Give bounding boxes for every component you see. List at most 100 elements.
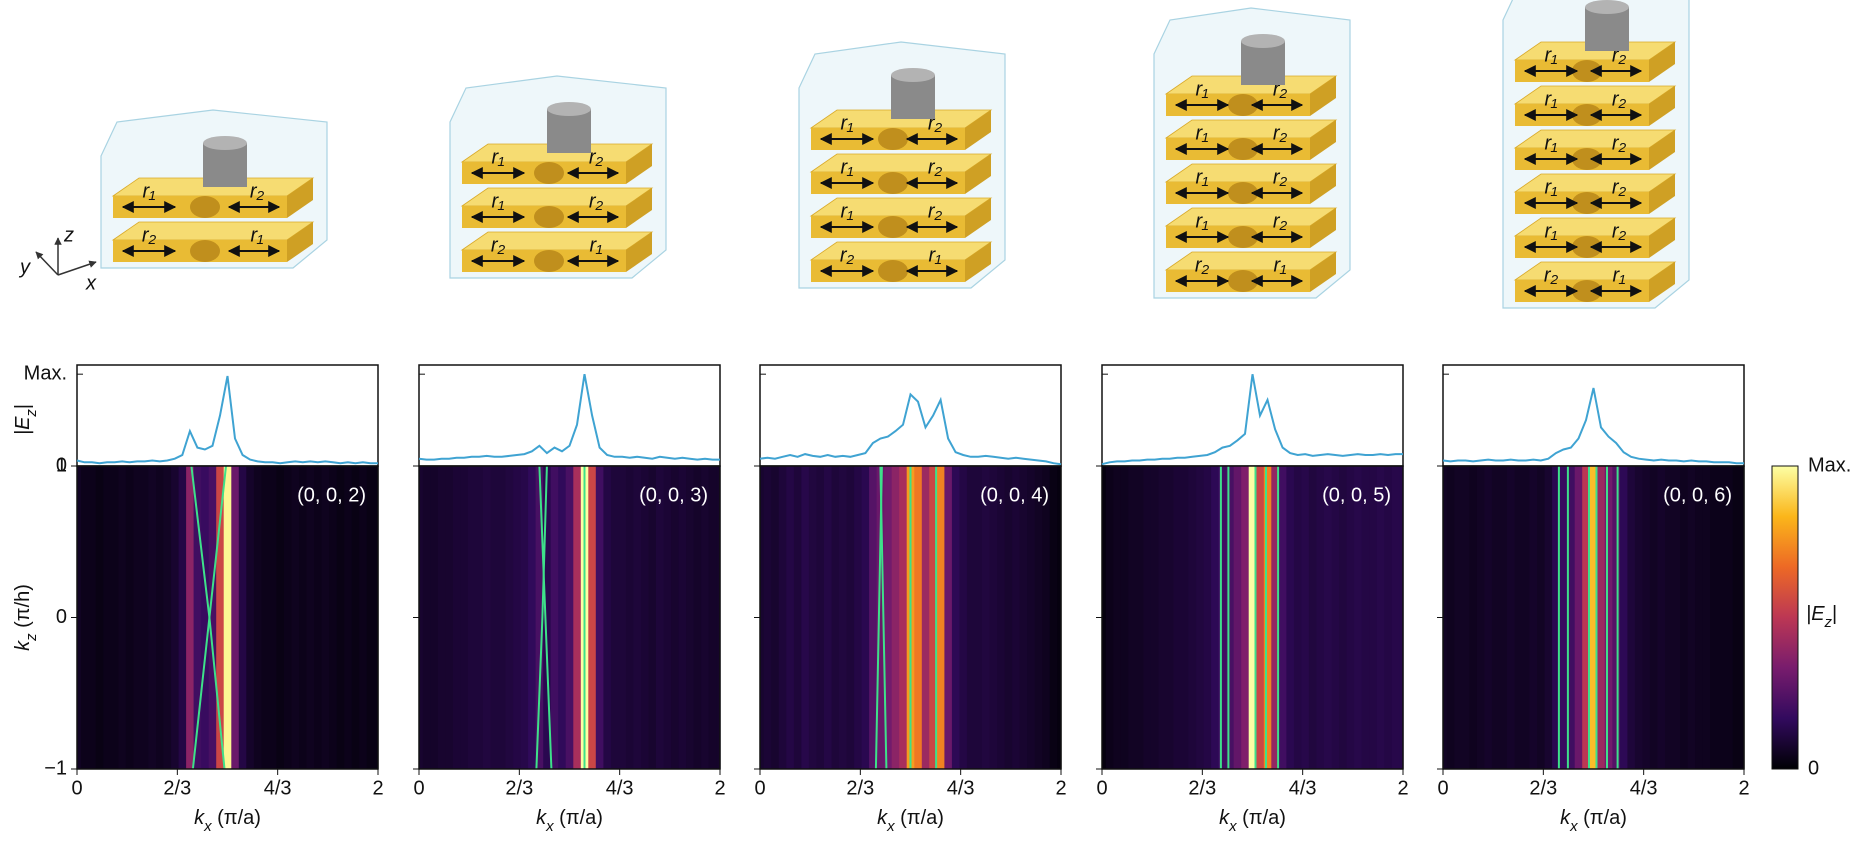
- heatmap-cell: [633, 466, 642, 769]
- heatmap-cell: [1589, 466, 1598, 769]
- radius-label: r₁: [1196, 166, 1209, 188]
- heatmap-cell: [520, 466, 529, 769]
- radius-label: r₂: [1612, 132, 1627, 154]
- heatmap-cell: [1567, 466, 1576, 769]
- heatmap-cell: [1301, 466, 1310, 769]
- heatmap-cell: [1278, 466, 1287, 769]
- heatmap-cell: [238, 466, 247, 769]
- heatmap-cell: [528, 466, 537, 769]
- heatmap-cell: [824, 466, 833, 769]
- x-axis-label-rest: (π/a): [212, 807, 261, 829]
- radius-label: r₂: [1612, 220, 1627, 242]
- heatmap-cell: [374, 466, 379, 769]
- heatmap-cell: [1256, 466, 1265, 769]
- slab-notch: [1228, 270, 1258, 292]
- slab-top: [1164, 119, 1338, 139]
- slab-top: [1513, 261, 1677, 281]
- slab-top: [809, 197, 993, 217]
- heatmap-cell: [419, 466, 424, 769]
- heatmap-cell: [1634, 466, 1643, 769]
- heatmap-cell: [831, 466, 840, 769]
- radius-label: r₂: [250, 180, 265, 202]
- slab-top: [1164, 207, 1338, 227]
- radius-label: r₂: [1544, 264, 1559, 286]
- heatmap-cell: [716, 466, 721, 769]
- heatmap-cell: [839, 466, 848, 769]
- heatmap-cell: [329, 466, 338, 769]
- heatmap-cell: [1582, 466, 1591, 769]
- slab-side: [1310, 252, 1336, 292]
- heatmap-cell: [648, 466, 657, 769]
- slab-notch: [534, 162, 564, 184]
- heatmap-cell: [1559, 466, 1568, 769]
- radius-label: r₁: [251, 224, 264, 246]
- radius-label: r₁: [1196, 210, 1209, 232]
- heatmap-cell: [816, 466, 825, 769]
- radius-label: r₂: [1612, 176, 1627, 198]
- heatmap-cell: [618, 466, 627, 769]
- heatmap-cell: [118, 466, 127, 769]
- x-tick-label: 0: [413, 777, 424, 799]
- heatmap-cell: [1331, 466, 1340, 769]
- heatmap-cell: [1211, 466, 1220, 769]
- x-axis-label-main: k: [877, 807, 888, 829]
- heatmap-cell: [701, 466, 710, 769]
- heatmap-cell: [475, 466, 484, 769]
- slab-side: [287, 222, 313, 262]
- slab-top: [1513, 173, 1677, 193]
- cylinder-top: [1585, 0, 1629, 14]
- slab-notch: [1228, 138, 1258, 160]
- radius-label: r₂: [589, 146, 604, 168]
- heatmap-cell: [216, 466, 225, 769]
- profile-line: [1101, 374, 1403, 466]
- triad-axis: [57, 260, 97, 276]
- heatmap-cell: [366, 466, 375, 769]
- heatmap-cell: [1158, 466, 1167, 769]
- heatmap-cell: [1012, 466, 1021, 769]
- radius-label: r₁: [143, 180, 156, 202]
- slab-notch: [190, 196, 220, 218]
- x-tick-label: 2/3: [1188, 777, 1216, 799]
- heatmap-cell: [1454, 466, 1463, 769]
- heatmap-cell: [778, 466, 787, 769]
- heatmap-cell: [321, 466, 330, 769]
- heatmap-cell: [178, 466, 187, 769]
- profile-line: [759, 392, 1062, 466]
- y-tick-label: 1: [56, 454, 67, 476]
- cylinder-body: [1585, 7, 1629, 51]
- panel-label: (0, 0, 3): [639, 484, 708, 506]
- slab-top: [1164, 163, 1338, 183]
- radius-label: r₁: [1196, 122, 1209, 144]
- radius-label: r₂: [1273, 166, 1288, 188]
- colorbar-label-main: |E: [1806, 603, 1825, 625]
- profile-line: [1442, 387, 1744, 465]
- heatmap-cell: [1102, 466, 1107, 769]
- radius-label: r₂: [840, 244, 855, 266]
- radius-label: r₁: [841, 112, 854, 134]
- heatmap-cell: [1376, 466, 1385, 769]
- heatmap-cell: [921, 466, 930, 769]
- heatmap-cell: [445, 466, 454, 769]
- heatmap-cell: [261, 466, 270, 769]
- radius-label: r₂: [491, 234, 506, 256]
- colorbar-label: |Ez|: [1806, 603, 1837, 631]
- slab-top: [1513, 217, 1677, 237]
- heatmap-cell: [1263, 466, 1272, 769]
- slab-side: [1649, 218, 1675, 258]
- heatmap-cell: [1725, 466, 1734, 769]
- x-tick-label: 2/3: [846, 777, 874, 799]
- heatmap-cell: [490, 466, 499, 769]
- x-axis-label-rest: (π/a): [1578, 807, 1627, 829]
- heatmap-cell: [1354, 466, 1363, 769]
- heatmap-cell: [854, 466, 863, 769]
- radius-label: r₁: [1274, 254, 1287, 276]
- x-tick-label: 2/3: [505, 777, 533, 799]
- x-tick-label: 2: [1738, 777, 1749, 799]
- heatmap-cell: [1597, 466, 1606, 769]
- x-tick-label: 4/3: [947, 777, 975, 799]
- heatmap-cell: [1574, 466, 1583, 769]
- heatmap-cell: [1286, 466, 1295, 769]
- heatmap-cell: [306, 466, 315, 769]
- cylinder-top: [203, 136, 247, 150]
